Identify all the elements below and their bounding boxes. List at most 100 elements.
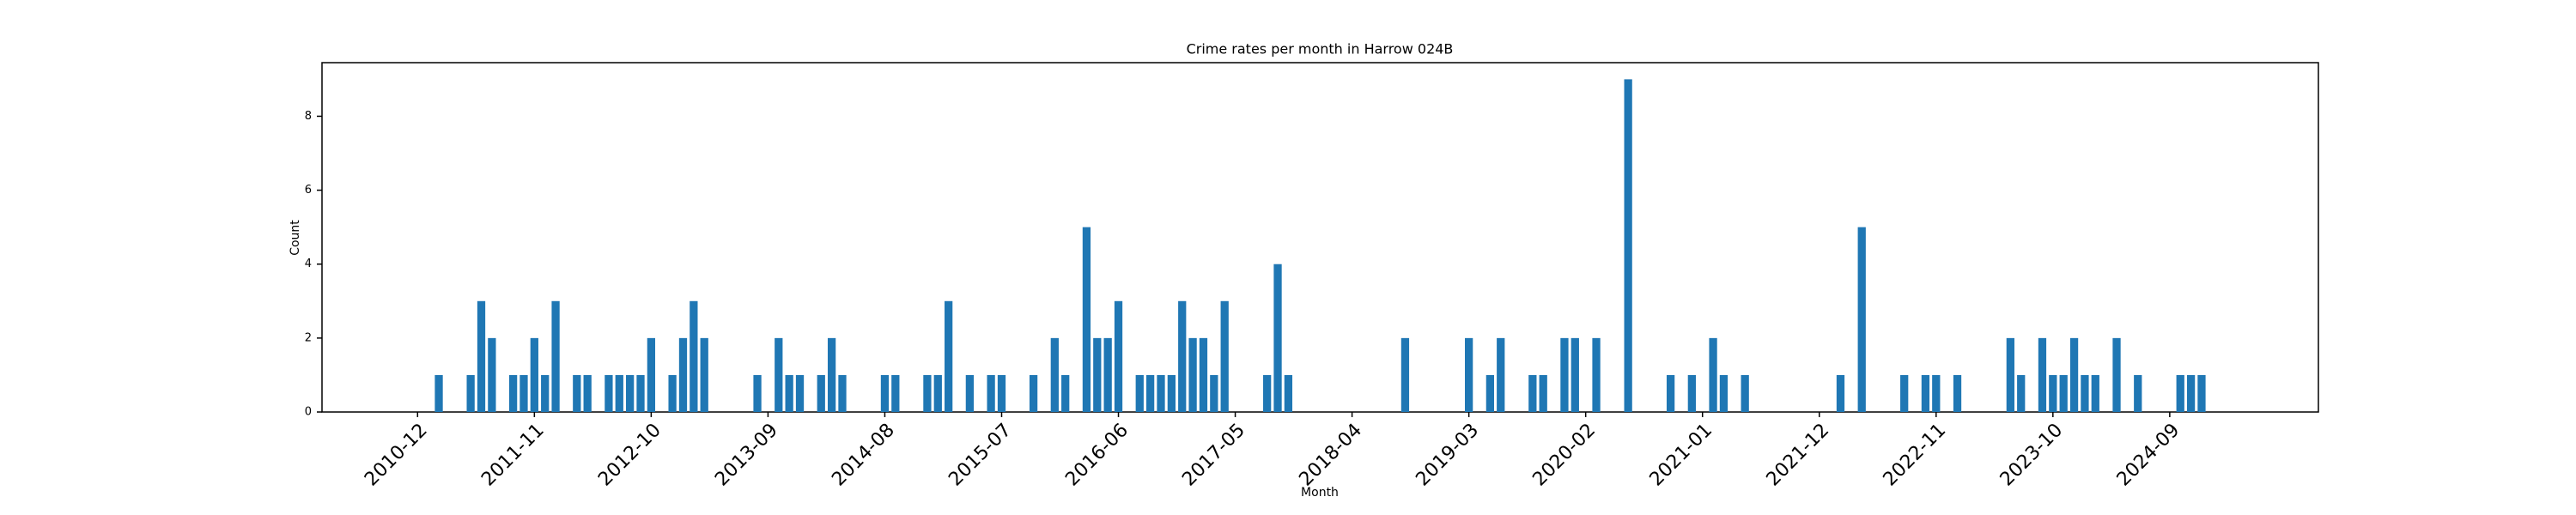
bar [1687, 374, 1696, 412]
x-tick-label: 2020-02 [1528, 420, 1600, 491]
x-tick-label: 2021-12 [1763, 420, 1834, 491]
bar [434, 374, 443, 412]
y-tick-label: 2 [305, 331, 312, 344]
bar [1082, 227, 1091, 412]
bar [1284, 374, 1293, 412]
x-tick-label: 2015-07 [945, 420, 1016, 491]
bar [987, 374, 995, 412]
bar [2091, 374, 2099, 412]
bar [1220, 300, 1229, 412]
x-tick-label: 2024-09 [2113, 420, 2184, 491]
bar [1921, 374, 1930, 412]
x-tick-label: 2010-12 [361, 420, 432, 491]
bar [1592, 337, 1601, 412]
bar [2176, 374, 2184, 412]
x-tick-label: 2013-09 [711, 420, 782, 491]
bar [1836, 374, 1845, 412]
y-tick-label: 6 [305, 184, 312, 197]
bar [838, 374, 847, 412]
bar [1145, 374, 1155, 412]
x-tick-label: 2014-08 [828, 420, 899, 491]
bar [541, 374, 550, 412]
bar [891, 374, 900, 412]
x-tick-label: 2021-01 [1646, 420, 1717, 491]
bar [1210, 374, 1218, 412]
bar [551, 300, 560, 412]
bar [1624, 79, 1632, 412]
bar [1135, 374, 1144, 412]
bar [508, 374, 518, 412]
bar [1857, 227, 1866, 412]
x-tick-label: 2022-11 [1880, 420, 1951, 491]
y-tick-label: 4 [305, 258, 312, 270]
bar [1571, 337, 1579, 412]
bar [636, 374, 645, 412]
bar [1157, 374, 1165, 412]
bar [2049, 374, 2057, 412]
bar [2081, 374, 2089, 412]
bar [1050, 337, 1059, 412]
bar [795, 374, 805, 412]
bar [997, 374, 1006, 412]
bar [1114, 300, 1123, 412]
bar [690, 300, 698, 412]
bar [2017, 374, 2026, 412]
bar [1061, 374, 1070, 412]
bar [880, 374, 890, 412]
plot-frame [321, 62, 2319, 413]
bar [2112, 337, 2121, 412]
chart-title: Crime rates per month in Harrow 024B [1187, 41, 1454, 58]
bar [1199, 337, 1208, 412]
bar [1167, 374, 1176, 412]
bar [1709, 337, 1717, 412]
y-axis-label: Count [289, 220, 302, 256]
bar [1560, 337, 1569, 412]
bar [945, 300, 953, 412]
bar [678, 337, 688, 412]
bar [1719, 374, 1728, 412]
x-tick-label: 2018-04 [1295, 420, 1366, 491]
bar [477, 300, 486, 412]
x-tick-label: 2016-06 [1061, 420, 1133, 491]
bar [668, 374, 677, 412]
bar [615, 374, 623, 412]
bar [827, 337, 836, 412]
y-tick-label: 8 [305, 110, 312, 123]
bar [2069, 337, 2079, 412]
bar [1465, 337, 1473, 412]
bar [1400, 337, 1410, 412]
bar [1029, 374, 1038, 412]
x-tick-label: 2017-05 [1178, 420, 1249, 491]
bar [2038, 337, 2047, 412]
bar [1485, 374, 1495, 412]
bar [466, 374, 475, 412]
x-axis-label: Month [1301, 486, 1339, 500]
bar [775, 337, 783, 412]
bar [2197, 374, 2206, 412]
bar [1178, 300, 1187, 412]
bar [2186, 374, 2196, 412]
bar [1093, 337, 1102, 412]
bar [933, 374, 942, 412]
bar [1273, 264, 1282, 412]
bar [1103, 337, 1112, 412]
bar [605, 374, 613, 412]
bar [700, 337, 708, 412]
bar [1188, 337, 1197, 412]
bar [965, 374, 975, 412]
x-tick-label: 2019-03 [1412, 420, 1483, 491]
bar [2134, 374, 2142, 412]
bar [785, 374, 793, 412]
x-tick-label: 2012-10 [594, 420, 665, 491]
bar [530, 337, 538, 412]
bar [1741, 374, 1749, 412]
bar [1528, 374, 1537, 412]
bar [1497, 337, 1505, 412]
bar [488, 337, 496, 412]
bar [2059, 374, 2068, 412]
bar [626, 374, 635, 412]
bar [519, 374, 528, 412]
x-tick-label: 2011-11 [477, 420, 549, 491]
bar [583, 374, 592, 412]
